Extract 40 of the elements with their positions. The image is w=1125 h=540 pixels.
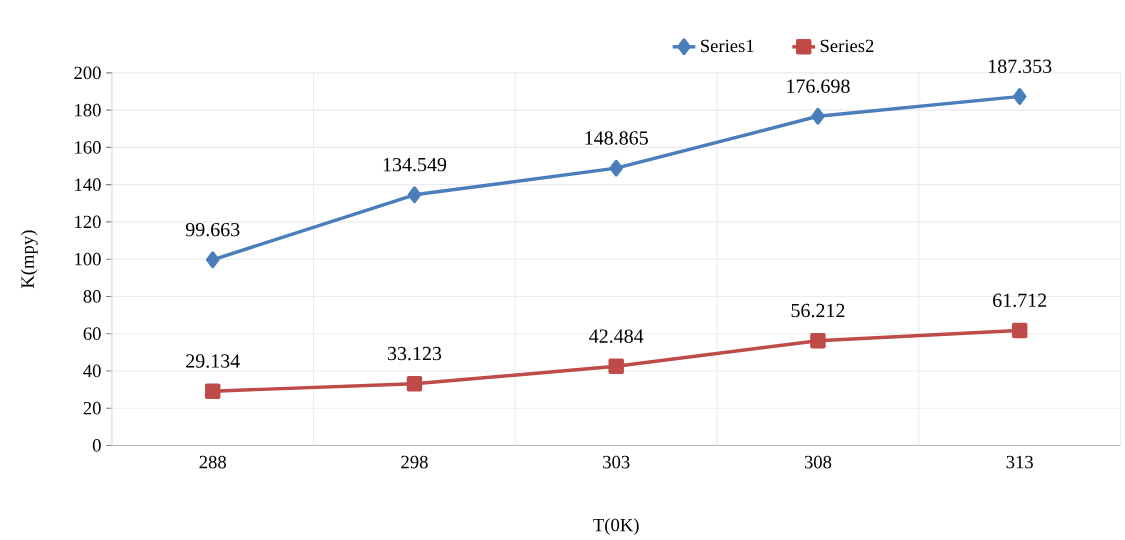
data-label: 56.212 [791,304,845,318]
data-label: 29.134 [186,354,240,369]
point [206,251,220,269]
y-tick-label: 160 [75,141,101,154]
y-tick-label: 100 [75,253,101,266]
data-label: 134.549 [383,158,447,172]
y-tick-label: 120 [75,215,101,229]
point [1012,88,1027,106]
point [810,333,826,349]
data-label: 187.353 [988,59,1052,74]
legend-label: Series2 [820,39,874,53]
y-axis-title: K(mpy) [20,230,38,289]
x-tick-label: 288 [199,456,226,469]
data-label: 176.698 [787,79,850,94]
x-tick-label: 308 [804,456,832,469]
data-label: 99.663 [185,223,240,237]
point [205,383,221,400]
y-tick-label: 0 [92,439,101,452]
y-tick-label: 20 [83,402,101,415]
y-tick-label: 140 [75,178,101,192]
point [608,358,624,375]
point [811,108,825,125]
y-tick-label: 40 [83,364,101,378]
y-tick-label: 200 [74,66,101,80]
data-label: 148.865 [585,131,648,146]
data-label: 33.123 [387,347,442,361]
y-tick-label: 60 [83,327,101,341]
y-tick-label: 180 [75,104,101,117]
x-tick-label: 313 [1006,456,1033,469]
x-axis-title: T(0K) [593,518,639,536]
legend-label: Series1 [701,39,754,53]
x-tick-label: 303 [603,456,630,469]
y-tick-label: 80 [83,290,101,303]
point [406,376,423,392]
point [407,186,422,204]
data-label: 61.712 [993,293,1047,308]
point [1011,322,1028,339]
data-label: 42.484 [589,329,644,344]
x-tick-label: 298 [401,456,428,469]
point [609,159,623,177]
